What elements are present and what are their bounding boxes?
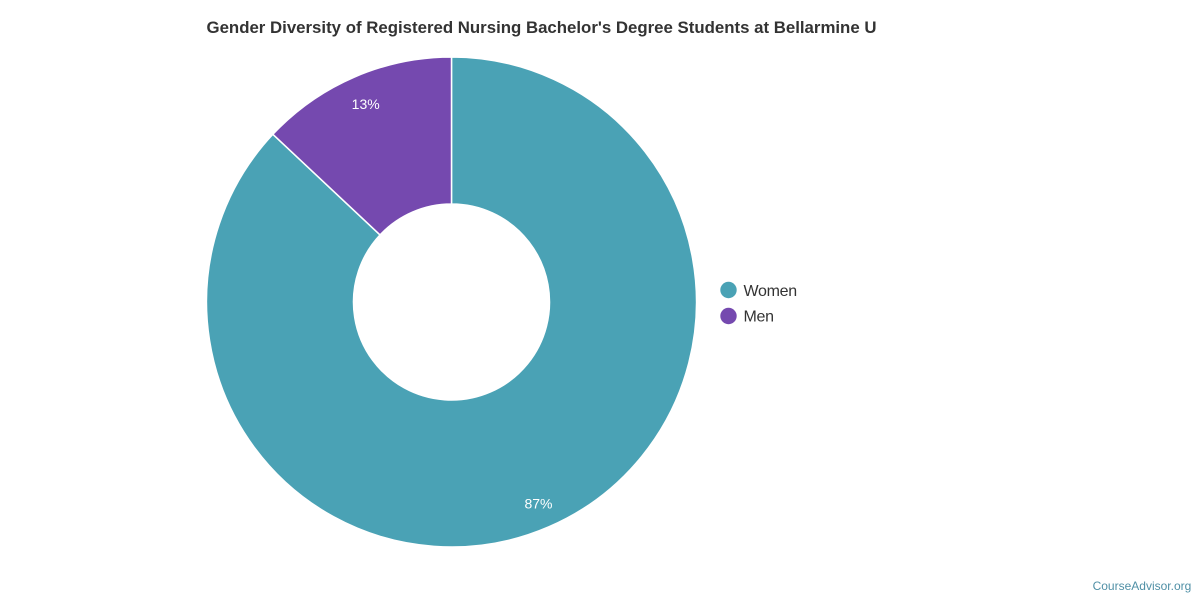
- svg-text:Women: Women: [744, 283, 797, 300]
- svg-text:Gender Diversity of Registered: Gender Diversity of Registered Nursing B…: [207, 18, 877, 37]
- svg-text:CourseAdvisor.org: CourseAdvisor.org: [1093, 579, 1192, 593]
- svg-text:13%: 13%: [352, 96, 380, 112]
- svg-text:Men: Men: [744, 309, 774, 326]
- svg-text:87%: 87%: [524, 495, 552, 511]
